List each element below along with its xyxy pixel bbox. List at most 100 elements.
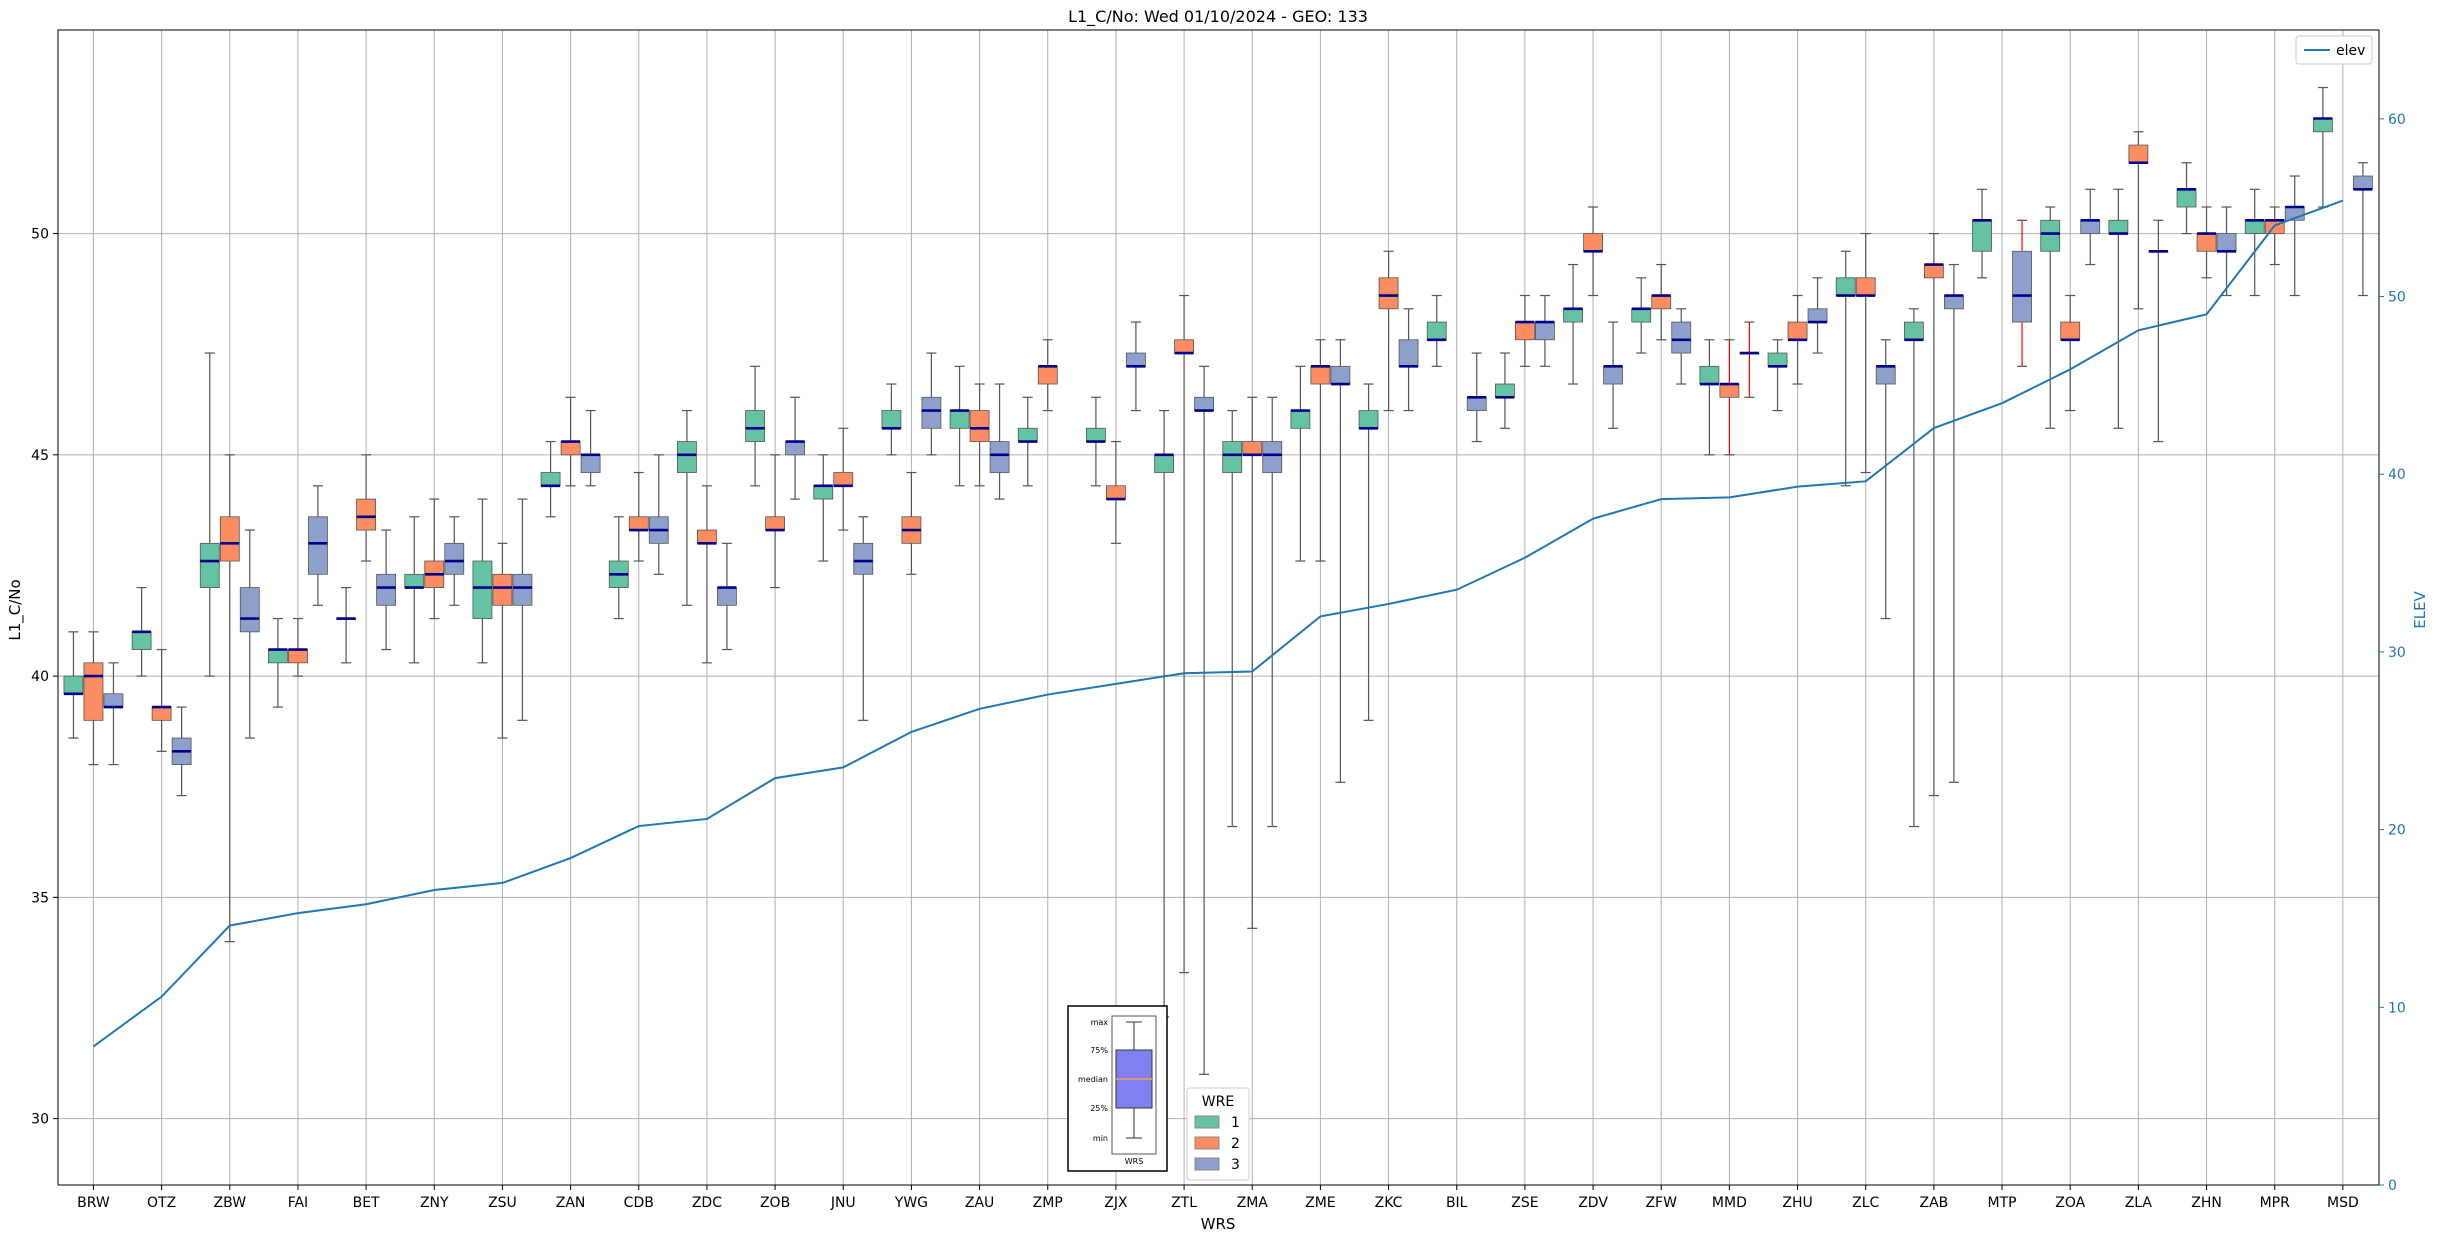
box-wre-3	[989, 441, 1010, 473]
box-wre-2	[765, 516, 785, 531]
box-wre-2	[2196, 233, 2217, 252]
y-tick-label: 45	[31, 448, 49, 464]
x-tick-label: ZDV	[1578, 1195, 1608, 1211]
box-wre-1	[1494, 383, 1515, 398]
box-wre-3	[717, 587, 737, 606]
box-wre-2	[1514, 321, 1535, 341]
y2-tick-label: 10	[2388, 1000, 2406, 1016]
x-tick-label: FAI	[288, 1195, 308, 1211]
box-wre-1	[404, 573, 425, 588]
key-caption: WRS	[1125, 1157, 1144, 1166]
box-wre-2	[1310, 365, 1331, 385]
x-tick-label: YWG	[894, 1195, 928, 1211]
x-tick-label: ZBW	[214, 1195, 247, 1211]
box-wre-2	[83, 662, 104, 721]
x-tick-label: ZOB	[760, 1195, 790, 1211]
x-tick-label: ZDC	[692, 1195, 722, 1211]
box-wre-2	[697, 529, 717, 544]
y2-tick-label: 60	[2388, 112, 2406, 128]
box-wre-1	[1563, 308, 1583, 323]
box-wre-3	[1262, 441, 1283, 473]
y2-tick-label: 50	[2388, 290, 2406, 306]
wre-legend-label: 1	[1231, 1115, 1240, 1131]
y2-axis-label: ELEV	[2411, 590, 2429, 628]
x-tick-label: ZAN	[556, 1195, 586, 1211]
key-label: 75%	[1090, 1046, 1108, 1055]
x-tick-label: OTZ	[147, 1195, 176, 1211]
y-tick-label: 30	[31, 1112, 49, 1128]
box-wre-1	[1972, 219, 1992, 252]
x-tick-label: MTP	[1988, 1195, 2017, 1211]
box-wre-1	[1017, 427, 1038, 442]
box-wre-2	[356, 498, 377, 531]
x-tick-label: ZNY	[420, 1195, 449, 1211]
x-tick-label: ZLA	[2125, 1195, 2153, 1211]
box-wre-3	[1126, 352, 1146, 367]
plot-frame	[57, 29, 2380, 1186]
key-label: 25%	[1090, 1104, 1108, 1113]
x-tick-label: ZOA	[2055, 1195, 2085, 1211]
y2-tick-label: 30	[2388, 645, 2406, 661]
y-tick-label: 35	[31, 890, 49, 906]
wre-legend-frame	[1186, 1087, 1250, 1181]
box-wre-1	[199, 542, 220, 588]
box-wre-1	[131, 631, 152, 650]
box-wre-2	[1174, 339, 1194, 354]
box-wre-3	[1603, 365, 1623, 385]
key-box-inner	[1111, 1015, 1157, 1155]
y-tick-label: 40	[31, 669, 49, 685]
box-wre-3	[853, 542, 874, 575]
x-tick-label: BIL	[1446, 1195, 1468, 1211]
box-wre-1	[1426, 321, 1447, 341]
x-tick-label: ZME	[1305, 1195, 1336, 1211]
boxes-layer	[63, 86, 2373, 1075]
y2-tick-label: 0	[2388, 1178, 2397, 1194]
box-wre-3	[2352, 175, 2373, 190]
box-wre-1	[2312, 118, 2333, 133]
box-wre-1	[540, 472, 561, 487]
key-label: min	[1093, 1134, 1108, 1143]
box-wre-1	[63, 675, 84, 695]
x-tick-label: ZLC	[1852, 1195, 1879, 1211]
box-wre-3	[921, 396, 942, 429]
y2-tick-label: 40	[2388, 467, 2406, 483]
box-wre-1	[949, 410, 970, 429]
box-wre-1	[1086, 427, 1106, 442]
x-tick-label: MSD	[2327, 1195, 2359, 1211]
box-wre-3	[1943, 295, 1964, 310]
box-wre-1	[813, 485, 834, 500]
x-tick-label: ZSE	[1511, 1195, 1538, 1211]
box-wre-1	[1358, 410, 1379, 429]
x-tick-label: BET	[353, 1195, 380, 1211]
box-wre-3	[1534, 321, 1555, 341]
x-tick-label: ZAU	[965, 1195, 994, 1211]
box-wre-3	[1807, 308, 1828, 323]
box-wre-1	[1290, 410, 1311, 429]
y-axis-label: L1_C/No	[6, 579, 25, 640]
x-tick-label: ZSU	[488, 1195, 517, 1211]
box-wre-1	[677, 441, 697, 473]
box-wre-1	[1699, 365, 1720, 385]
box-wre-2	[1923, 264, 1944, 279]
box-wre-3	[1875, 365, 1896, 385]
x-tick-label: ZTL	[1171, 1195, 1197, 1211]
box-wre-2	[1787, 321, 1808, 341]
box-wre-1	[1154, 454, 1174, 473]
box-wre-2	[2128, 144, 2149, 164]
box-wre-3	[444, 542, 465, 575]
axes-layer: 30 35 40 45 50 0 10 20 30 40 50 60 BRW OTZ ZBW FAI BET ZN…	[31, 29, 2406, 1211]
wre-legend-label: 2	[1231, 1136, 1240, 1152]
x-tick-label: ZMP	[1033, 1195, 1063, 1211]
box-wre-2	[1719, 383, 1740, 398]
box-wre-2	[833, 472, 854, 487]
elev-legend-label: elev	[2336, 43, 2365, 59]
wre-legend-swatch	[1194, 1157, 1220, 1171]
box-wre-2	[2060, 321, 2081, 341]
x-tick-label: MPR	[2260, 1195, 2291, 1211]
box-wre-1	[472, 560, 493, 619]
elev-line-layer	[92, 199, 2344, 1048]
box-wre-3	[239, 587, 260, 633]
x-tick-label: ZMA	[1237, 1195, 1269, 1211]
box-wre-3	[2012, 250, 2032, 323]
